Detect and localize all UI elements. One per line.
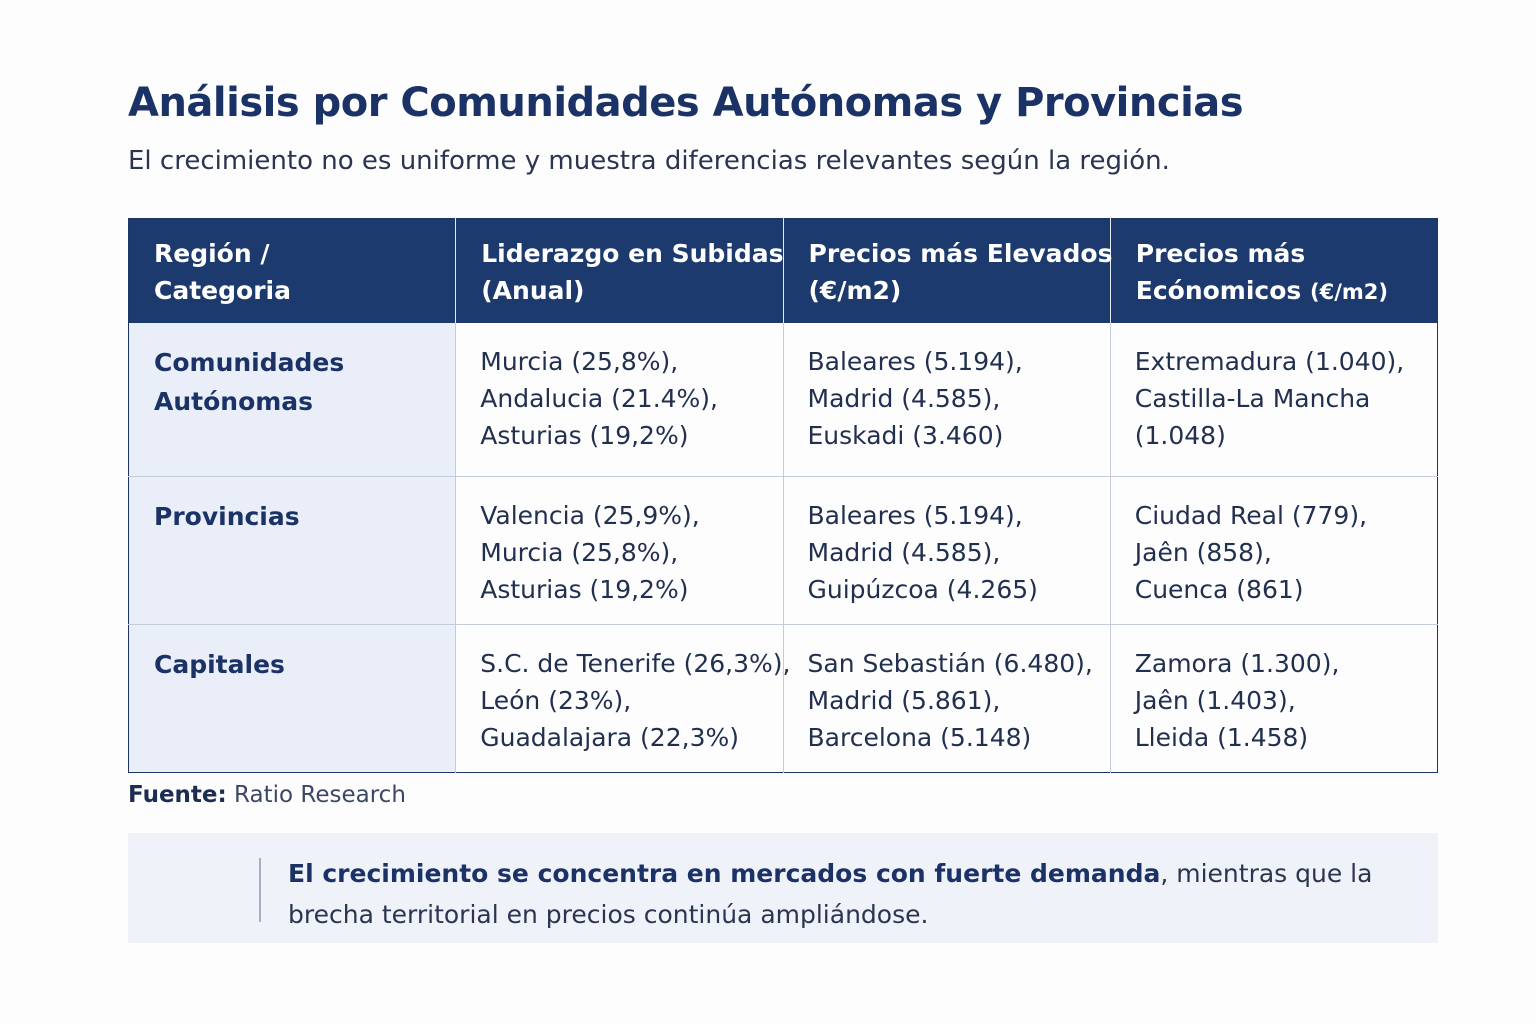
unit-label: (€/m2) [1310,280,1388,304]
cell-elevados: Baleares (5.194), Madrid (4.585), Guipúz… [783,476,1111,625]
row-header-capitales: Capitales [128,624,457,772]
cell-economicos: Extremadura (1.040), Castilla-La Mancha … [1110,323,1438,477]
note-rest-text: , mientras que la brecha territorial en … [288,859,1373,929]
note-accent-bar [259,858,261,922]
page-subtitle: El crecimiento no es uniforme y muestra … [128,146,1170,176]
row-header-comunidades: Comunidades Autónomas [128,323,457,477]
cell-economicos: Zamora (1.300), Jaên (1.403), Lleida (1.… [1134,648,1340,752]
column-header-region: Región / Categoria [128,218,457,323]
column-header-subidas: Liderazgo en Subidas (Anual) [455,218,784,323]
table-row-provincias: Provincias Valencia (25,9%), Murcia (25,… [128,476,1438,625]
source-value: Ratio Research [234,782,406,808]
regional-analysis-table: Región / Categoria Liderazgo en Subidas … [128,218,1438,773]
note-bold-text: El crecimiento se concentra en mercados … [288,859,1161,888]
cell-subidas: Valencia (25,9%), Murcia (25,8%), Asturi… [455,476,784,625]
source-caption: Fuente: Ratio Research [128,782,406,808]
cell-subidas: Murcia (25,8%), Andalucia (21.4%), Astur… [455,323,784,477]
highlight-note: El crecimiento se concentra en mercados … [128,833,1438,943]
table-row-comunidades: Comunidades Autónomas Murcia (25,8%), An… [128,323,1438,477]
note-text: El crecimiento se concentra en mercados … [288,853,1418,935]
table-row-capitales: Capitales S.C. de Tenerife (26,3%), León… [128,624,1438,772]
cell-elevados: San Sebastián (6.480), Madrid (5.861), B… [783,624,1111,772]
cell-economicos: Ciudad Real (779), Jaên (858), Cuenca (8… [1110,476,1438,625]
column-header-elevados: Precios más Elevados (€/m2) [783,218,1112,323]
source-label: Fuente: [128,782,227,808]
table-header-row: Región / Categoria Liderazgo en Subidas … [128,218,1438,323]
page-title: Análisis por Comunidades Autónomas y Pro… [128,80,1244,126]
cell-subidas: S.C. de Tenerife (26,3%), León (23%), Gu… [455,624,790,772]
row-header-provincias: Provincias [128,476,457,625]
column-header-economicos: Precios más Ecónomicos (€/m2) [1110,218,1438,323]
cell-elevados: Baleares (5.194), Madrid (4.585), Euskad… [783,323,1111,477]
